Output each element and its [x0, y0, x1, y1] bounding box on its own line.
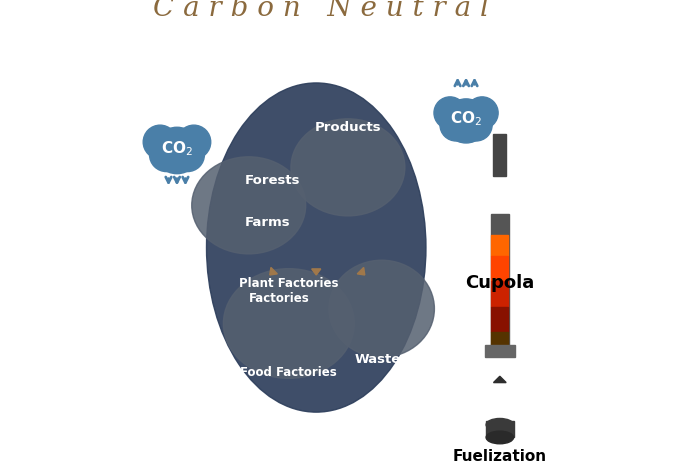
Ellipse shape	[223, 269, 354, 378]
FancyBboxPatch shape	[491, 214, 509, 349]
Circle shape	[444, 99, 488, 143]
Circle shape	[150, 138, 183, 171]
Ellipse shape	[192, 157, 306, 254]
Polygon shape	[357, 268, 365, 275]
Bar	[486, 421, 514, 438]
Text: C a r b o n   N e u t r a l: C a r b o n N e u t r a l	[153, 0, 489, 21]
Circle shape	[466, 97, 498, 129]
FancyBboxPatch shape	[485, 345, 514, 357]
Text: Wastes: Wastes	[355, 353, 409, 366]
Ellipse shape	[291, 119, 405, 216]
Bar	[491, 235, 508, 256]
Text: Food Factories: Food Factories	[240, 366, 337, 379]
Circle shape	[171, 138, 204, 171]
Ellipse shape	[486, 418, 514, 431]
Text: Fuelization: Fuelization	[453, 449, 547, 464]
Text: Factories: Factories	[248, 292, 309, 304]
Circle shape	[144, 125, 177, 159]
Bar	[491, 332, 508, 349]
FancyBboxPatch shape	[494, 134, 506, 176]
Bar	[491, 256, 508, 281]
Ellipse shape	[329, 260, 435, 357]
Bar	[491, 307, 508, 332]
Text: CO$_2$: CO$_2$	[450, 109, 482, 128]
Text: Farms: Farms	[244, 216, 290, 229]
Text: Forests: Forests	[244, 174, 300, 186]
Circle shape	[460, 109, 492, 141]
Ellipse shape	[206, 83, 426, 412]
Polygon shape	[494, 376, 506, 382]
Circle shape	[434, 97, 466, 129]
Bar	[491, 281, 508, 307]
Circle shape	[177, 125, 211, 159]
Text: CO$_2$: CO$_2$	[161, 139, 193, 158]
Text: Products: Products	[314, 121, 382, 134]
Text: Cupola: Cupola	[466, 275, 534, 292]
Text: Plant Factories: Plant Factories	[239, 277, 339, 290]
Polygon shape	[270, 268, 277, 275]
Circle shape	[154, 127, 200, 174]
Circle shape	[440, 109, 472, 141]
Ellipse shape	[486, 431, 514, 444]
Polygon shape	[312, 269, 321, 275]
